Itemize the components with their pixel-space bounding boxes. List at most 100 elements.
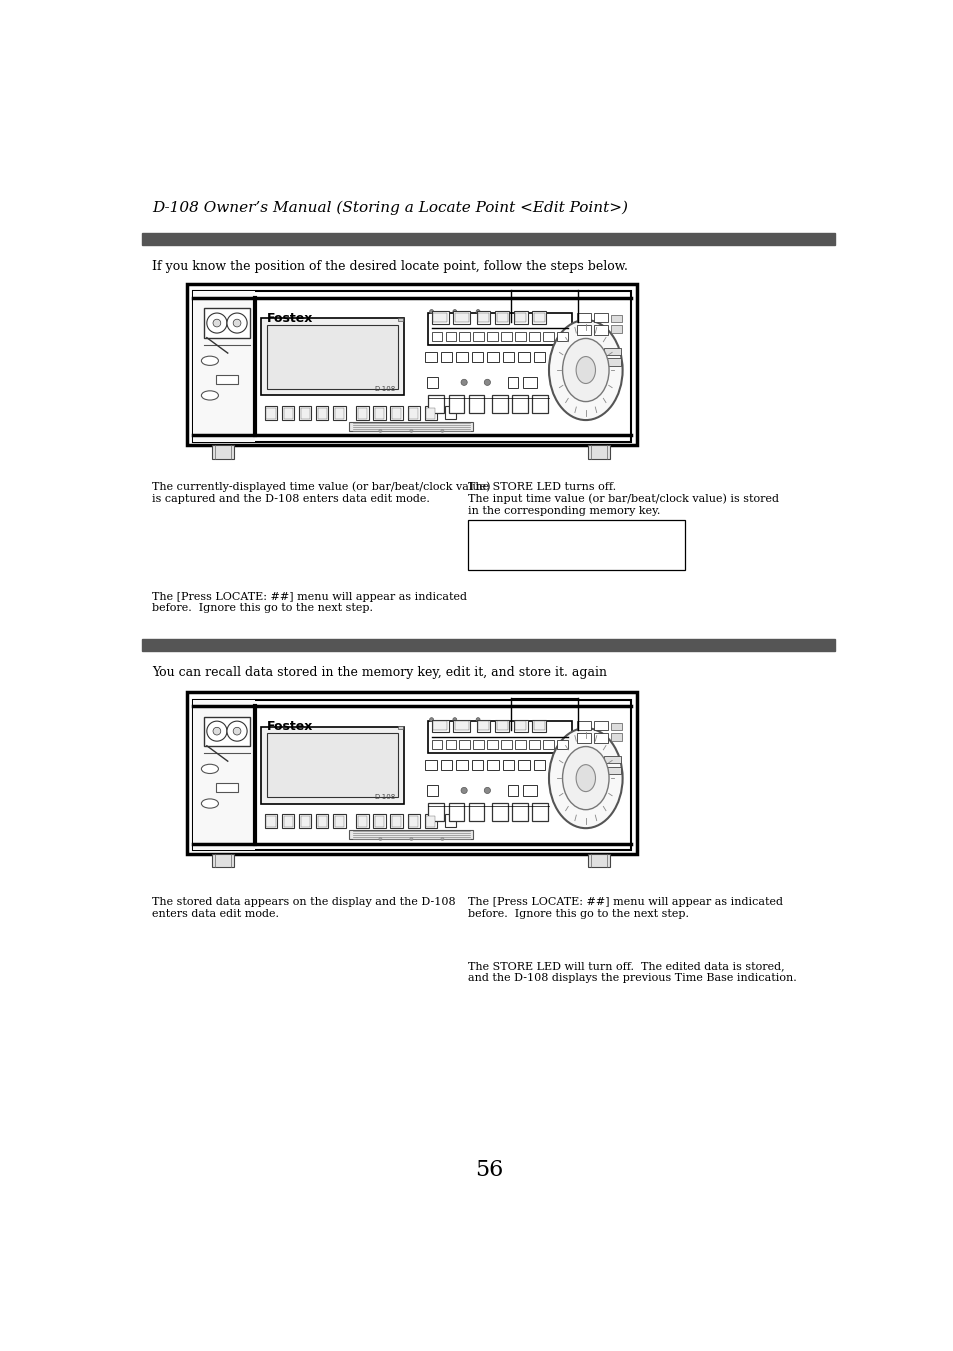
Bar	[261, 319, 404, 396]
Circle shape	[227, 313, 247, 334]
Text: You can recall data stored in the memory key, edit it, and store it. again: You can recall data stored in the memory…	[152, 666, 606, 680]
Bar	[453, 312, 470, 324]
Text: D-108: D-108	[374, 794, 395, 800]
Bar	[187, 692, 637, 854]
Bar	[594, 734, 608, 743]
Bar	[445, 739, 456, 748]
Bar	[187, 284, 637, 446]
Bar	[193, 700, 254, 850]
Bar	[266, 408, 275, 419]
Circle shape	[207, 721, 227, 742]
Text: 56: 56	[475, 1159, 502, 1181]
Ellipse shape	[201, 798, 218, 808]
Bar	[433, 313, 447, 323]
Bar	[487, 739, 497, 748]
Bar	[444, 815, 456, 827]
Bar	[424, 407, 436, 420]
Bar	[431, 720, 448, 732]
Bar	[473, 739, 484, 748]
Bar	[425, 759, 436, 770]
Bar	[603, 347, 620, 355]
Ellipse shape	[576, 765, 595, 792]
Bar	[577, 734, 591, 743]
Circle shape	[476, 309, 479, 313]
Ellipse shape	[201, 390, 218, 400]
Bar	[532, 720, 546, 732]
Ellipse shape	[201, 357, 218, 365]
Bar	[283, 816, 293, 827]
Bar	[611, 723, 621, 731]
Bar	[476, 720, 490, 732]
Bar	[594, 326, 608, 335]
Bar	[448, 802, 464, 821]
Bar	[357, 408, 367, 419]
Bar	[440, 759, 452, 770]
Bar	[283, 408, 293, 419]
Circle shape	[429, 309, 433, 313]
Bar	[212, 854, 233, 867]
Text: Fostex: Fostex	[266, 720, 313, 732]
Circle shape	[213, 319, 220, 327]
Bar	[300, 816, 310, 827]
Bar	[428, 313, 571, 346]
Bar	[468, 520, 684, 570]
Circle shape	[213, 727, 220, 735]
Circle shape	[410, 838, 413, 840]
Bar	[476, 312, 490, 324]
Bar	[267, 732, 397, 797]
Bar	[557, 331, 567, 340]
Bar	[492, 394, 507, 413]
Bar	[282, 407, 294, 420]
Ellipse shape	[548, 320, 622, 420]
Bar	[502, 351, 514, 362]
Bar	[424, 815, 436, 828]
Bar	[517, 759, 530, 770]
Bar	[298, 407, 311, 420]
Bar	[468, 394, 484, 413]
Bar	[425, 351, 436, 362]
Bar	[522, 377, 537, 388]
Bar	[431, 331, 442, 340]
Bar	[477, 313, 488, 323]
Bar	[472, 351, 483, 362]
Bar	[448, 394, 464, 413]
Bar	[495, 720, 509, 732]
Text: The STORE LED will turn off.  The edited data is stored,
and the D-108 displays : The STORE LED will turn off. The edited …	[468, 962, 796, 984]
Bar	[513, 720, 527, 732]
Bar	[522, 785, 537, 796]
Bar	[515, 721, 525, 731]
Bar	[529, 739, 539, 748]
Bar	[300, 408, 310, 419]
Text: The stored data appears on the display and the D-108
enters data edit mode.: The stored data appears on the display a…	[152, 897, 455, 919]
Bar	[529, 331, 539, 340]
Bar	[426, 816, 435, 827]
Circle shape	[227, 721, 247, 742]
Bar	[584, 759, 596, 770]
Bar	[333, 815, 345, 828]
Circle shape	[378, 838, 381, 840]
Bar	[433, 721, 447, 731]
Bar	[542, 739, 554, 748]
Bar	[542, 331, 554, 340]
Circle shape	[440, 838, 443, 840]
Circle shape	[207, 313, 227, 334]
Bar	[315, 815, 328, 828]
Bar	[142, 639, 835, 651]
Bar	[265, 815, 277, 828]
Bar	[500, 739, 512, 748]
Bar	[261, 727, 404, 804]
Bar	[407, 407, 419, 420]
Bar	[204, 308, 250, 338]
Bar	[502, 759, 514, 770]
Bar	[427, 785, 437, 796]
Bar	[515, 331, 525, 340]
Bar	[392, 408, 401, 419]
Circle shape	[453, 309, 456, 313]
Bar	[356, 407, 369, 420]
Bar	[487, 759, 498, 770]
Text: D-108: D-108	[374, 386, 395, 392]
Bar	[317, 816, 327, 827]
Bar	[594, 313, 608, 323]
Bar	[392, 816, 401, 827]
Bar	[456, 759, 468, 770]
